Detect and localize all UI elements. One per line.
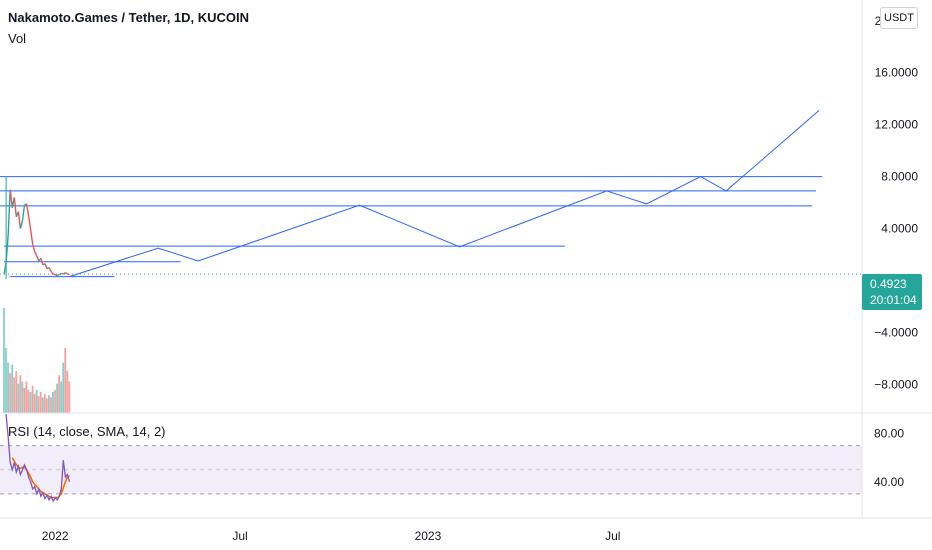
volume-bar [7,362,9,413]
price-segment [40,258,44,266]
last-price-badge: 0.4923 20:01:04 [862,274,922,310]
volume-bar [41,397,44,413]
price-segment [56,274,60,277]
symbol-title[interactable]: Nakamoto.Games / Tether, 1D, KUCOIN [8,10,250,25]
volume-bar [15,371,18,413]
volume-bar [58,375,61,413]
volume-bar [19,375,22,413]
price-segment [7,189,11,236]
price-tick-label: 8.0000 [881,170,918,184]
volume-bar [56,383,58,413]
price-segment [21,205,26,221]
price-segment [17,211,22,229]
price-segment [50,271,54,275]
volume-bar [50,397,52,413]
rsi-tick-label: 40.00 [874,475,904,489]
price-segment [52,273,56,276]
price-tick-label: −8.0000 [874,377,918,391]
price-segment [44,263,48,270]
volume-bar [13,377,16,413]
price-segment [13,197,18,217]
volume-bar [39,392,42,413]
volume-bar [3,308,5,413]
price-segment [64,272,68,275]
volume-bar [5,347,7,413]
price-segment [34,251,38,257]
volume-bar [21,381,24,413]
volume-bar [60,381,63,413]
price-segment [48,267,52,272]
volume-bar [9,373,12,413]
price-segment [58,272,62,276]
volume-bar [25,381,28,413]
price-segment [61,272,64,275]
price-tick-label: 12.0000 [875,118,919,132]
price-segment [54,274,58,277]
price-segment [3,262,7,275]
volume-bar [17,383,20,413]
price-tick-label: 16.0000 [875,66,919,80]
volume-bar [64,347,67,413]
volume-bar [27,389,30,413]
volume-bar [52,392,54,413]
price-segment [62,272,66,275]
volume-bar [54,389,56,413]
rsi-label[interactable]: RSI (14, close, SMA, 14, 2) [8,424,166,439]
currency-selector[interactable]: USDT [880,7,918,29]
price-segment [5,235,9,263]
rsi-band-background [0,445,862,494]
volume-bar [11,364,14,413]
volume-label[interactable]: Vol [8,31,27,46]
price-segment [9,189,13,208]
bar-countdown: 20:01:04 [870,293,917,307]
time-tick-label: 2022 [42,529,69,543]
time-tick-label: Jul [232,529,247,543]
volume-bar [48,395,50,413]
price-segment [27,215,32,230]
price-segment [29,229,34,245]
volume-bar [29,392,32,413]
time-tick-label: 2023 [415,529,442,543]
price-segment [36,255,40,262]
volume-bar [68,381,71,413]
volume-bar [31,385,34,413]
last-price-value: 0.4923 [870,277,907,291]
volume-bar [43,394,46,413]
volume-bar [45,398,48,413]
volume-bar [23,387,26,413]
projection-path-line[interactable] [69,110,820,278]
volume-bar [37,396,40,413]
price-segment [32,243,36,253]
price-tick-label: −4.0000 [874,325,918,339]
rsi-tick-label: 80.00 [874,427,904,441]
volume-bar [33,394,36,413]
price-segment [19,220,24,229]
price-tick-label: 4.0000 [881,222,918,236]
volume-bar [66,371,69,413]
price-segment [25,203,30,216]
rsi-line [5,414,71,503]
volume-bar [35,389,38,413]
time-tick-label: Jul [605,529,620,543]
volume-bar [62,362,65,413]
